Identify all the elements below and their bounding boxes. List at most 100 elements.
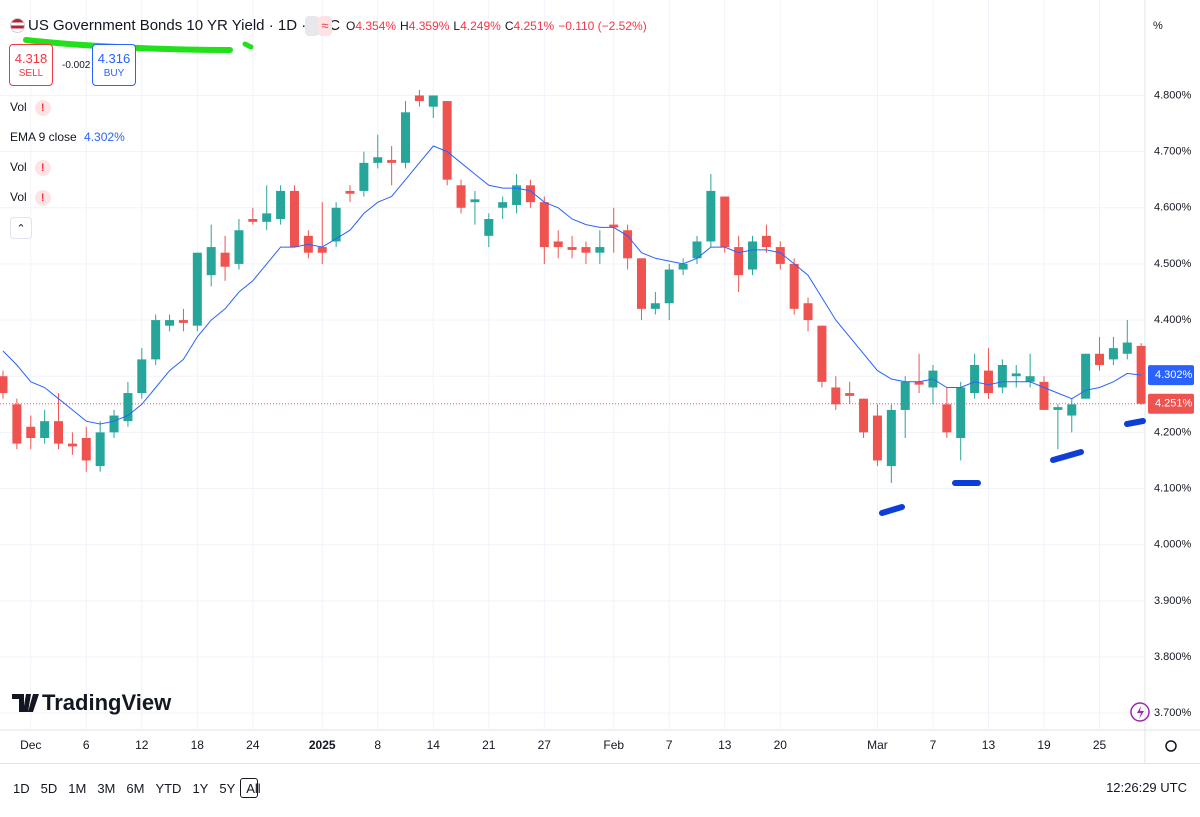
- legend-row[interactable]: Vol!: [10, 97, 51, 117]
- x-tick-label: Dec: [20, 738, 41, 752]
- sell-price: 4.318: [14, 51, 48, 66]
- candle-body: [40, 421, 50, 438]
- candle-body: [650, 303, 660, 309]
- candle-body: [178, 320, 188, 323]
- x-tick-label: 13: [718, 738, 732, 752]
- legend-row[interactable]: Vol!: [10, 157, 51, 177]
- y-tick-label: 4.200%: [1154, 426, 1192, 438]
- y-tick-label: 4.000%: [1154, 539, 1192, 551]
- ohlc-key: C: [504, 19, 514, 33]
- timeframe-button[interactable]: 6M: [126, 781, 145, 796]
- lightning-icon: [1137, 706, 1144, 719]
- overlay-layer: 4.800%4.700%4.600%4.500%4.400%4.300%4.20…: [20, 89, 1194, 752]
- candle-body: [317, 247, 327, 253]
- timeframe-button[interactable]: 1M: [68, 781, 87, 796]
- timeframe-button[interactable]: YTD: [155, 781, 182, 796]
- candle-body: [748, 241, 758, 270]
- candle-body: [956, 387, 966, 438]
- candle-body: [859, 398, 869, 433]
- candle-body: [192, 252, 202, 326]
- y-tick-label: 4.600%: [1154, 202, 1192, 214]
- candle-body: [914, 381, 924, 385]
- candle-body: [983, 370, 993, 394]
- candle-body: [428, 95, 438, 107]
- buy-price: 4.316: [97, 51, 131, 66]
- candle-body: [678, 263, 688, 270]
- y-tick-label: 4.800%: [1154, 89, 1192, 101]
- candle-body: [775, 247, 785, 264]
- legend-row[interactable]: Vol!: [10, 187, 51, 207]
- candle-body: [373, 157, 383, 163]
- blue-mark: [879, 504, 905, 516]
- warning-icon: !: [34, 159, 51, 176]
- date-range-icon[interactable]: [240, 778, 258, 798]
- candle-body: [1039, 381, 1049, 410]
- sell-button[interactable]: 4.318 SELL: [9, 44, 53, 86]
- price-badge: [1148, 365, 1194, 386]
- ohlc-key: H: [400, 19, 409, 33]
- blue-mark: [1124, 418, 1146, 427]
- candle-body: [803, 303, 813, 321]
- settings-icon[interactable]: [1165, 740, 1177, 752]
- candle-body: [1108, 348, 1118, 360]
- legend-row[interactable]: EMA 9 close 4.302%: [10, 127, 125, 147]
- timeframe-button[interactable]: 3M: [97, 781, 116, 796]
- x-tick-label: 14: [427, 738, 441, 752]
- candle-body: [539, 202, 549, 248]
- chart: 4.800%4.700%4.600%4.500%4.400%4.300%4.20…: [0, 0, 1200, 763]
- timeframe-button[interactable]: 5Y: [219, 781, 236, 796]
- status-icon: [305, 16, 319, 36]
- candle-body: [414, 95, 424, 102]
- x-tick-label: 24: [246, 738, 260, 752]
- buy-button[interactable]: 4.316 BUY: [92, 44, 136, 86]
- candle-body: [1122, 342, 1132, 354]
- x-tick-label: 8: [374, 738, 381, 752]
- candle-body: [262, 213, 272, 222]
- candle-body: [525, 185, 535, 203]
- candle-body: [761, 235, 771, 248]
- timeframe-button[interactable]: 5D: [40, 781, 58, 796]
- ohlc-value: 4.251%: [513, 19, 555, 33]
- flag-icon: [10, 18, 25, 33]
- lightning-icon[interactable]: [1130, 702, 1150, 722]
- candle-body: [720, 196, 730, 248]
- candle-body: [109, 415, 119, 433]
- candle-body: [1067, 404, 1077, 416]
- candle-body: [636, 258, 646, 309]
- scale-mode[interactable]: %: [1153, 20, 1163, 32]
- candle-body: [137, 359, 147, 394]
- blue-mark: [1050, 449, 1084, 463]
- collapse-button[interactable]: ⌃: [10, 217, 32, 239]
- candle-body: [331, 207, 341, 242]
- x-tick-label: 6: [83, 738, 90, 752]
- x-tick-label: 7: [666, 738, 673, 752]
- sell-label: SELL: [18, 68, 44, 79]
- candle-body: [1081, 353, 1091, 399]
- timeframe-button[interactable]: 1D: [13, 781, 30, 796]
- candle-body: [498, 202, 508, 208]
- candle-body: [54, 421, 64, 444]
- candle-body: [512, 185, 522, 205]
- price-badge-label: 4.302%: [1155, 369, 1193, 381]
- y-tick-label: 3.900%: [1154, 595, 1192, 607]
- x-tick-label: 13: [982, 738, 996, 752]
- toolbar: 1D 5D 1M 3M 6M YTD 1Y 5Y All 12:26:29 UTC: [0, 763, 1200, 817]
- price-badge-label: 4.251%: [1155, 398, 1193, 410]
- legend-value: 4.302%: [84, 130, 125, 144]
- candle-body: [1095, 353, 1105, 365]
- candle-layer: [0, 89, 1146, 483]
- candle-body: [553, 241, 563, 248]
- candle-body: [470, 199, 480, 203]
- candle-body: [289, 190, 299, 248]
- candle-body: [67, 443, 77, 447]
- ema-line: [2, 145, 1142, 425]
- candle-body: [151, 320, 161, 360]
- clock: 12:26:29 UTC: [1106, 780, 1187, 795]
- candle-body: [886, 409, 896, 467]
- timeframe-button[interactable]: 1Y: [192, 781, 209, 796]
- x-tick-label: Mar: [867, 738, 888, 752]
- ohlc-value: 4.359%: [408, 19, 450, 33]
- symbol-title[interactable]: US Government Bonds 10 YR Yield · 1D · T…: [28, 17, 341, 34]
- status-icon: ≈: [318, 16, 332, 36]
